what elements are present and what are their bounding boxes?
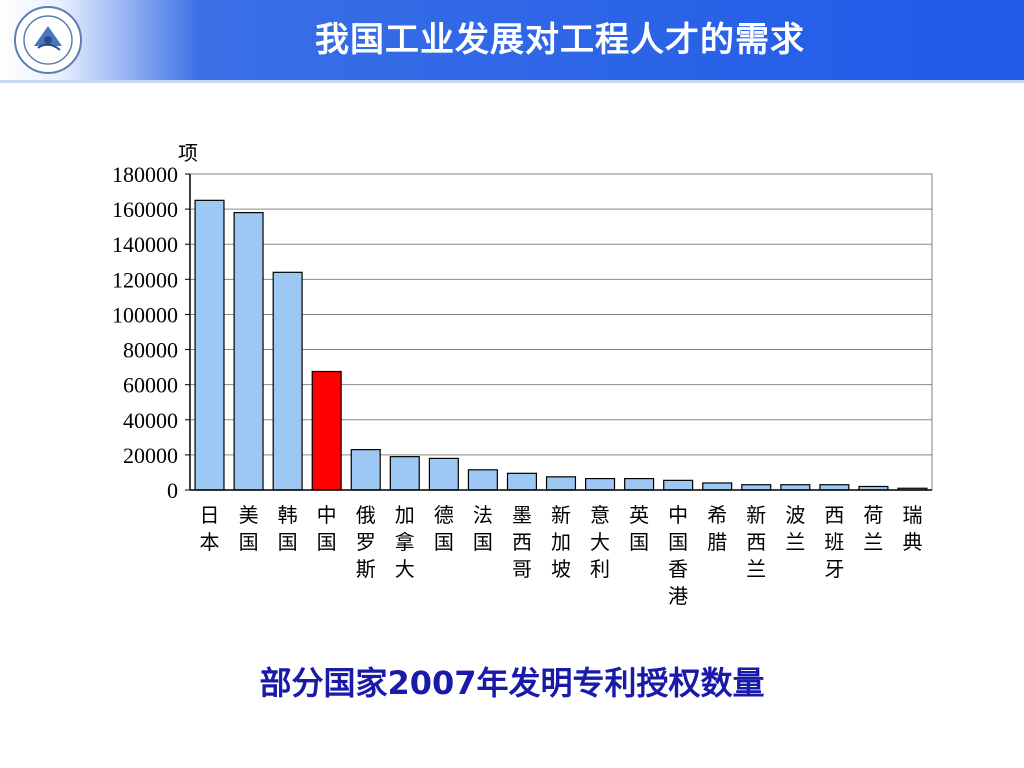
bar-波兰 [780,484,811,491]
bar-法国 [467,469,498,491]
bar-美国 [233,212,264,491]
y-tick-label: 60000 [123,373,178,398]
x-tick-label: 美国 [239,503,259,554]
x-tick-label: 波兰 [785,503,805,554]
y-tick-label: 100000 [112,302,178,327]
university-logo-icon [14,6,82,74]
x-tick-label: 德国 [434,503,454,554]
y-tick-label: 160000 [112,197,178,222]
x-tick-label: 俄罗斯 [356,503,376,581]
y-tick-label: 20000 [123,443,178,468]
bar-墨西哥 [506,472,537,491]
bar-日本 [194,199,225,491]
x-tick-label: 韩国 [278,503,298,554]
x-tick-label: 瑞典 [902,503,922,554]
y-axis-tick-labels: 0 20000 40000 60000 80000 100000 120000 140000 1… [112,162,178,503]
y-axis-label: 项 [178,141,198,165]
y-tick-label: 120000 [112,267,178,292]
x-axis-category-labels: 日本美国韩国中国俄罗斯加拿大德国法国墨西哥新加坡意大利英国中国香港希腊新西兰波兰… [200,503,923,608]
bar-希腊 [702,482,733,491]
patent-bar-chart: 0 20000 40000 60000 80000 100000 120000 140000 1… [112,141,933,608]
x-tick-label: 荷兰 [863,503,883,554]
x-tick-label: 新西兰 [746,503,766,581]
bar-俄罗斯 [350,449,381,491]
x-tick-label: 中国香港 [668,503,688,608]
bar-德国 [428,457,459,491]
header-divider [0,80,1024,83]
bar-加拿大 [389,456,420,491]
x-tick-label: 法国 [473,503,493,554]
x-tick-label: 西班牙 [824,503,844,581]
y-tick-label: 140000 [112,232,178,257]
x-tick-label: 日本 [200,503,220,554]
x-tick-label: 加拿大 [395,503,415,581]
bar-西班牙 [819,484,850,491]
bar-意大利 [585,477,616,491]
x-tick-label: 意大利 [590,503,610,581]
y-tick-label: 180000 [112,162,178,187]
bar-中国 [311,370,342,491]
x-tick-label: 中国 [317,503,337,554]
slide-title: 我国工业发展对工程人才的需求 [315,20,805,60]
y-tick-label: 40000 [123,408,178,433]
x-tick-label: 墨西哥 [512,503,532,581]
x-tick-label: 新加坡 [551,503,571,581]
chart-bars [194,199,928,491]
x-tick-label: 希腊 [707,503,727,554]
bar-英国 [624,477,655,491]
bar-新西兰 [741,484,772,491]
x-tick-label: 英国 [629,503,649,554]
y-tick-label: 0 [167,478,178,503]
chart-caption: 部分国家2007年发明专利授权数量 [259,664,765,702]
bar-新加坡 [545,476,577,491]
chart-axes [185,173,932,491]
bar-中国香港 [663,479,694,491]
slide-header: 我国工业发展对工程人才的需求 [0,0,1024,80]
y-tick-label: 80000 [123,338,178,363]
bar-韩国 [272,271,303,491]
